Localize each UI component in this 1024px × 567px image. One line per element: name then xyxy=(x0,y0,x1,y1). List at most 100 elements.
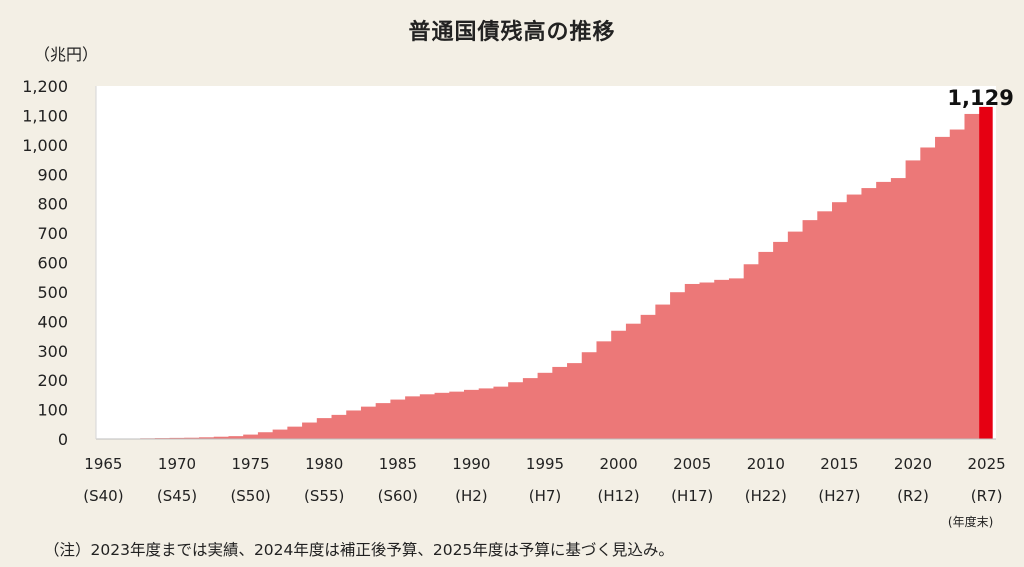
bar xyxy=(375,403,391,439)
x-tick-label: 1970 xyxy=(158,455,196,473)
y-axis-unit: （兆円） xyxy=(34,45,99,64)
x-tick-label: 1985 xyxy=(379,455,417,473)
y-tick-label: 700 xyxy=(37,224,68,243)
bar xyxy=(449,391,465,439)
x-axis-suffix: (年度末) xyxy=(948,514,993,529)
bar xyxy=(728,278,745,439)
bar xyxy=(567,363,583,439)
bar xyxy=(935,136,951,439)
era-tick-label: (H2) xyxy=(455,487,488,505)
bar xyxy=(316,418,332,439)
y-tick-label: 1,100 xyxy=(22,106,68,125)
bar xyxy=(861,188,877,439)
y-tick-label: 600 xyxy=(37,254,68,273)
bar xyxy=(360,406,377,439)
era-tick-label: (S50) xyxy=(230,487,270,505)
bar xyxy=(434,392,450,439)
x-tick-label: 1995 xyxy=(526,455,564,473)
bar xyxy=(611,330,627,439)
bar xyxy=(346,410,362,439)
x-tick-label: 1980 xyxy=(305,455,343,473)
bar xyxy=(257,432,274,439)
bar-highlight xyxy=(979,106,993,439)
era-tick-label: (H17) xyxy=(671,487,713,505)
bar xyxy=(478,388,494,439)
y-tick-label: 300 xyxy=(37,342,68,361)
bar xyxy=(552,366,568,439)
y-tick-label: 900 xyxy=(37,165,68,184)
x-tick-label: 2015 xyxy=(820,455,858,473)
bar xyxy=(405,396,421,439)
bar xyxy=(522,378,538,439)
bar xyxy=(743,264,759,439)
y-tick-label: 800 xyxy=(37,195,68,214)
bar xyxy=(802,220,818,439)
footnote: （注）2023年度までは実績、2024年度は補正後予算、2025年度は予算に基づ… xyxy=(44,541,674,559)
bar xyxy=(655,304,671,439)
x-tick-label: 2010 xyxy=(747,455,785,473)
bar xyxy=(846,194,862,439)
bar xyxy=(272,429,288,439)
bar xyxy=(876,181,892,439)
bar xyxy=(787,231,803,439)
x-tick-label: 2025 xyxy=(968,455,1006,473)
y-tick-label: 500 xyxy=(37,283,68,302)
era-tick-label: (H22) xyxy=(745,487,787,505)
bar xyxy=(890,178,906,439)
bar xyxy=(464,389,480,439)
bar xyxy=(581,352,597,439)
bar xyxy=(905,160,921,440)
bar xyxy=(920,147,936,440)
era-tick-label: (S55) xyxy=(304,487,344,505)
bar xyxy=(670,292,686,439)
bar xyxy=(817,211,833,439)
bar xyxy=(699,282,715,439)
bar xyxy=(537,372,553,439)
bar xyxy=(758,251,774,439)
bar xyxy=(331,414,347,439)
era-tick-label: (H7) xyxy=(529,487,562,505)
bar xyxy=(949,129,965,440)
era-tick-label: (H27) xyxy=(818,487,860,505)
bar xyxy=(964,113,980,439)
bar xyxy=(625,323,642,439)
y-tick-label: 200 xyxy=(37,371,68,390)
y-tick-label: 1,000 xyxy=(22,136,68,155)
era-tick-label: (S45) xyxy=(157,487,197,505)
bar xyxy=(773,241,789,439)
y-tick-label: 400 xyxy=(37,312,68,331)
bar xyxy=(302,422,318,439)
x-tick-label: 1975 xyxy=(232,455,270,473)
bar xyxy=(714,279,730,439)
era-tick-label: (R2) xyxy=(897,487,929,505)
bar xyxy=(390,399,406,439)
era-tick-label: (R7) xyxy=(971,487,1003,505)
x-tick-label: 1990 xyxy=(452,455,490,473)
bar xyxy=(493,386,509,439)
highlight-value-label: 1,129 xyxy=(947,86,1013,110)
bar xyxy=(287,426,303,439)
bar xyxy=(213,436,229,439)
bar xyxy=(684,283,700,439)
bar xyxy=(184,437,200,439)
y-tick-label: 0 xyxy=(58,430,68,449)
era-tick-label: (S60) xyxy=(378,487,418,505)
era-tick-label: (H12) xyxy=(598,487,640,505)
y-tick-label: 1,200 xyxy=(22,77,68,96)
y-tick-label: 100 xyxy=(37,401,68,420)
bar xyxy=(596,341,612,439)
bar xyxy=(243,434,259,439)
era-tick-label: (S40) xyxy=(83,487,123,505)
x-tick-label: 2005 xyxy=(673,455,711,473)
bar xyxy=(640,314,656,439)
x-tick-label: 2000 xyxy=(600,455,638,473)
bar xyxy=(169,437,185,439)
x-tick-label: 1965 xyxy=(84,455,122,473)
chart-title: 普通国債残高の推移 xyxy=(408,20,616,45)
bar xyxy=(508,382,524,439)
x-tick-label: 2020 xyxy=(894,455,932,473)
bar xyxy=(419,394,435,439)
bar xyxy=(832,202,848,439)
bar xyxy=(199,437,215,439)
